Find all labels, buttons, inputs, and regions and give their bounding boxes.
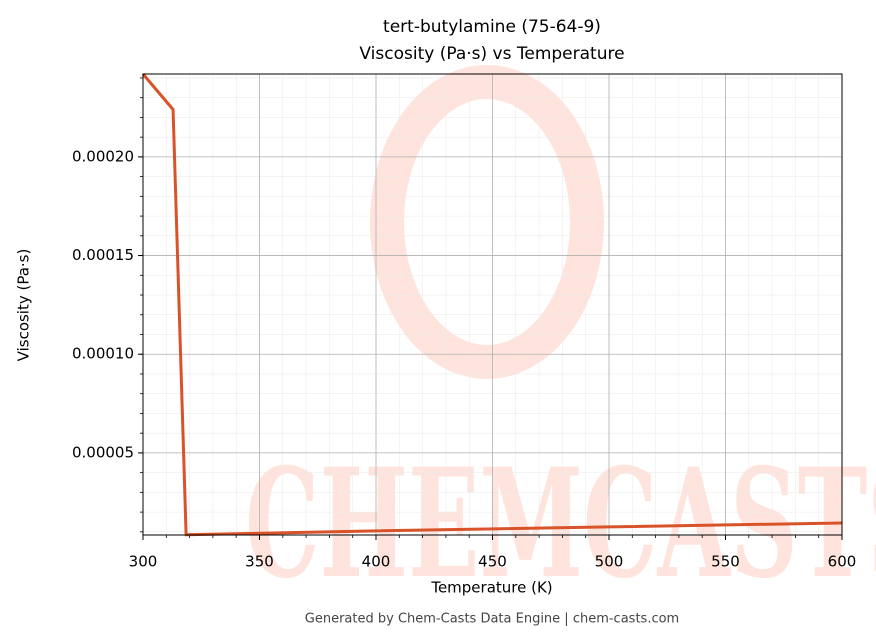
footer: Generated by Chem-Casts Data Engine | ch…	[305, 612, 679, 627]
x-tick-label: 300	[129, 553, 158, 571]
x-tick-label: 600	[828, 553, 857, 571]
y-axis-label: Viscosity (Pa·s)	[15, 249, 33, 362]
x-tick-label: 450	[478, 553, 507, 571]
data-line	[141, 73, 843, 537]
x-tick-label: 400	[362, 553, 391, 571]
watermark-logo	[370, 65, 604, 379]
y-tick-label: 0.00010	[72, 345, 134, 363]
x-tick-label: 500	[595, 553, 624, 571]
y-tick-label: 0.00005	[72, 443, 134, 461]
chart-title: tert-butylamine (75-64-9)	[383, 17, 601, 37]
x-axis-label: Temperature (K)	[430, 579, 552, 597]
chart-subtitle: Viscosity (Pa·s) vs Temperature	[359, 44, 624, 64]
y-tick-label: 0.00015	[72, 246, 134, 264]
plot-frame	[142, 73, 843, 536]
x-tick-label: 550	[711, 553, 740, 571]
y-tick-label: 0.00020	[72, 147, 134, 165]
x-tick-label: 350	[245, 553, 274, 571]
